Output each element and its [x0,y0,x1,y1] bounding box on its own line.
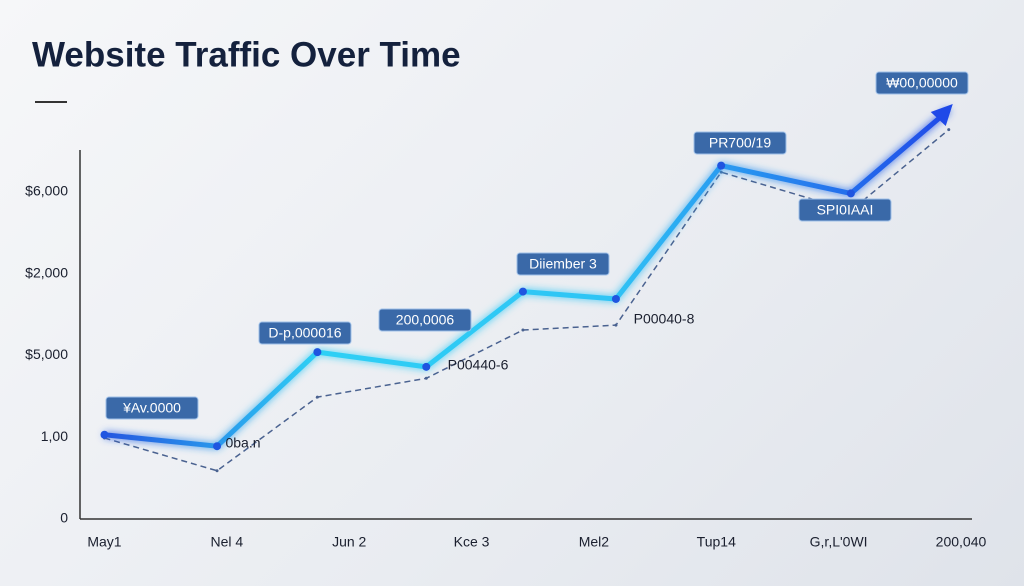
point [717,161,726,170]
annotation-box [693,131,787,155]
annotation-label: PR700/19 [709,135,771,151]
point [521,328,525,332]
y-axis-label: $6,000 [25,183,68,199]
annotation-text: 0ba.n [225,435,260,451]
point [422,362,431,371]
point [947,128,951,132]
traffic-line [104,108,951,449]
point [518,287,527,296]
x-tick-label: G,r,L'0WI [810,534,868,550]
annotation-text: P00040-8 [634,311,695,327]
point [315,395,319,399]
annotation-box [378,308,472,332]
annotation-label: SPI0IAAI [817,202,874,218]
arrow-head [930,104,953,126]
annotation-box [516,252,610,276]
point [846,189,855,198]
annotation-label: Diiember 3 [529,256,597,272]
trend-line [104,129,950,472]
x-tick-label: Nel 4 [210,534,243,550]
point [215,469,219,473]
y-axis-label: 0 [60,510,68,526]
x-tick-label: Mel2 [579,534,610,550]
point [719,170,723,174]
annotation-box [258,321,352,345]
x-tick-label: Tup14 [697,534,736,550]
annotation-box [105,396,199,420]
annotation-label: ₩00,00000 [886,75,958,91]
y-axis-label: $5,000 [25,346,68,362]
y-axis-label: 1,00 [41,428,68,444]
annotation-text: P00440-6 [448,357,509,373]
annotation-label: ¥Av.0000 [122,400,181,416]
x-tick-label: 200,040 [936,534,987,550]
annotation-label: D-p,000016 [268,325,341,341]
point [611,294,620,303]
annotation-label: 200,0006 [396,312,455,328]
x-tick-label: Kce 3 [454,534,490,550]
x-tick-label: Jun 2 [332,534,366,550]
point [100,430,109,439]
point [424,376,428,380]
annotation-box [875,71,969,95]
y-axis-label: $2,000 [25,264,68,280]
point [313,348,322,357]
point [614,323,618,327]
chart-title: Website Traffic Over Time [32,35,461,74]
x-tick-label: May1 [87,534,121,550]
annotation-box [798,198,892,222]
point [213,442,222,451]
